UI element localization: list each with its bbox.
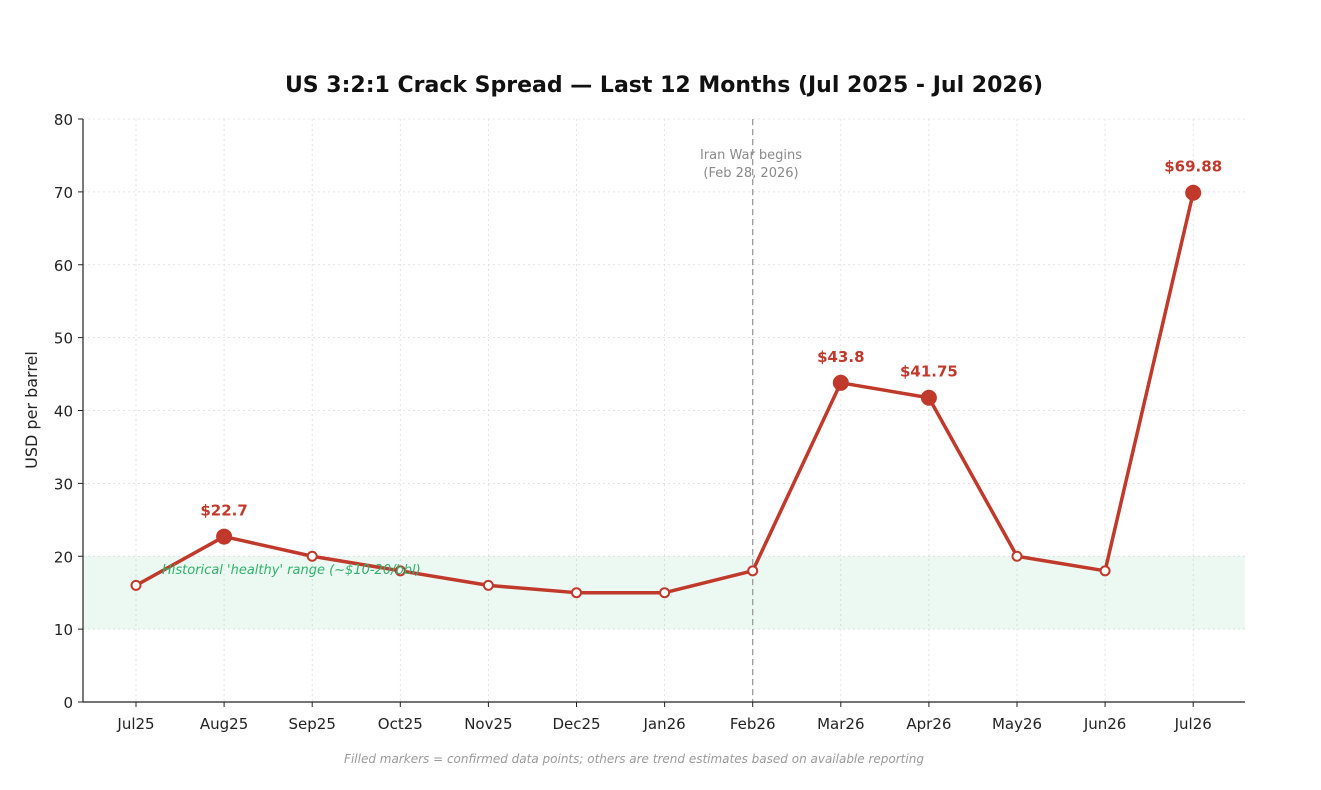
y-tick-label: 80 <box>54 111 73 129</box>
data-label: $22.7 <box>200 502 247 520</box>
x-tick-label: Jun26 <box>1083 715 1127 733</box>
confirmed-point <box>832 374 849 391</box>
x-tick-label: Oct25 <box>378 715 423 733</box>
x-tick-label: Mar26 <box>817 715 864 733</box>
confirmed-point <box>216 528 233 545</box>
estimated-point <box>1011 550 1023 562</box>
estimated-point <box>747 565 759 577</box>
data-label: $41.75 <box>900 363 958 381</box>
x-tick-label: Sep25 <box>289 715 336 733</box>
estimated-point <box>482 579 494 591</box>
data-labels: $22.7 $43.8 $41.75 $69.88 <box>200 158 1222 520</box>
axes <box>78 118 1245 707</box>
estimated-point <box>394 565 406 577</box>
confirmed-point <box>920 389 937 406</box>
chart-title: US 3:2:1 Crack Spread — Last 12 Months (… <box>285 73 1043 98</box>
event-label-title: Iran War begins <box>700 148 802 163</box>
data-label: $43.8 <box>817 348 864 366</box>
estimated-point <box>306 550 318 562</box>
x-tick-label: Jul25 <box>116 715 154 733</box>
estimated-point <box>130 579 142 591</box>
x-tick-label: Nov25 <box>464 715 512 733</box>
x-tick-label: Jul26 <box>1174 715 1212 733</box>
x-tick-label: Aug25 <box>200 715 248 733</box>
tick-labels: 0 10 20 30 40 50 60 70 80 Jul25 Aug25 Sep25 Oct25 Nov… <box>54 111 1212 733</box>
healthy-range-label: Historical 'healthy' range (~$10-20/bbl) <box>162 563 421 578</box>
y-tick-label: 20 <box>54 548 73 566</box>
data-label: $69.88 <box>1164 158 1222 176</box>
grid-layer <box>83 118 1245 703</box>
x-tick-label: Feb26 <box>730 715 776 733</box>
confirmed-point <box>1185 184 1202 201</box>
y-axis-label: USD per barrel <box>22 351 41 469</box>
series-layer <box>130 184 1202 599</box>
x-tick-label: Dec25 <box>552 715 600 733</box>
x-tick-label: Jan26 <box>642 715 685 733</box>
y-tick-label: 0 <box>63 694 73 712</box>
footnote: Filled markers = confirmed data points; … <box>344 752 924 766</box>
event-label-date: (Feb 28, 2026) <box>703 166 798 181</box>
series-line <box>134 190 1195 595</box>
estimated-point <box>571 587 582 599</box>
y-tick-label: 70 <box>54 184 73 202</box>
y-tick-label: 50 <box>54 330 73 348</box>
y-tick-label: 10 <box>54 621 73 639</box>
y-tick-label: 60 <box>54 257 73 275</box>
x-tick-label: Apr26 <box>906 715 951 733</box>
estimated-point <box>1099 565 1111 577</box>
y-tick-label: 30 <box>54 475 73 493</box>
estimated-point <box>659 587 671 599</box>
y-tick-label: 40 <box>54 403 73 421</box>
x-tick-label: May26 <box>992 715 1042 733</box>
